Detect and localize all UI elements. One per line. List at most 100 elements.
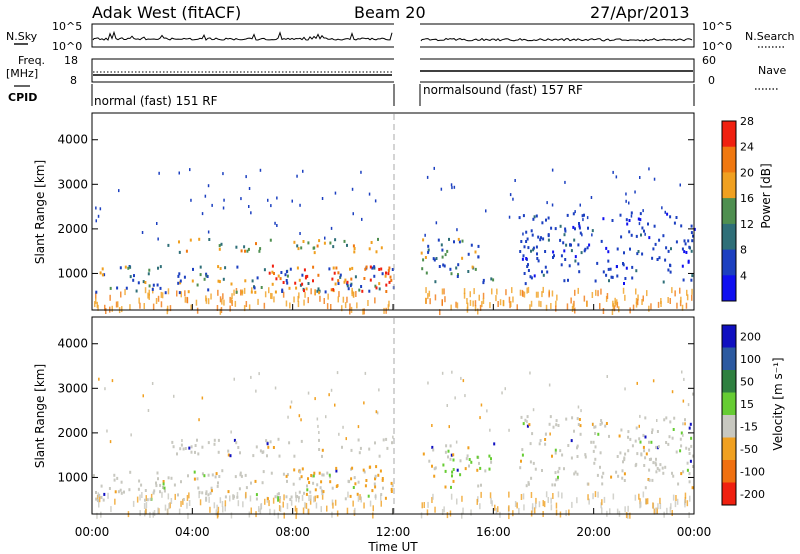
freq-tick-bottom: 8 [70, 74, 77, 87]
data-cell [272, 497, 275, 504]
data-cell [273, 296, 275, 303]
data-cell [631, 276, 634, 280]
data-cell [687, 403, 690, 407]
data-cell [346, 284, 349, 288]
data-cell [137, 487, 140, 491]
colorbar-swatch [722, 347, 736, 371]
data-cell [217, 265, 220, 269]
data-cell [194, 450, 196, 454]
data-cell [548, 291, 550, 298]
data-cell [624, 452, 627, 456]
data-cell [435, 221, 438, 225]
data-cell [609, 267, 612, 271]
data-cell [241, 290, 244, 294]
data-cell [534, 507, 536, 514]
data-cell [194, 444, 197, 447]
data-cell [95, 297, 97, 304]
data-cell [358, 288, 361, 292]
data-cell [133, 274, 135, 278]
data-cell [338, 291, 340, 298]
data-cell [679, 300, 682, 307]
data-cell [599, 451, 602, 455]
data-cell [509, 193, 512, 197]
data-cell [254, 290, 257, 294]
data-cell [280, 271, 283, 274]
data-cell [552, 493, 554, 499]
data-cell [255, 493, 258, 497]
data-cell [552, 256, 554, 259]
data-cell [586, 216, 589, 220]
data-cell [306, 274, 309, 278]
data-cell [193, 470, 196, 474]
data-cell [582, 218, 584, 222]
data-cell [574, 259, 577, 263]
data-cell [337, 282, 340, 285]
data-cell [184, 447, 187, 450]
data-cell [631, 265, 634, 269]
data-cell [519, 289, 522, 296]
data-cell [519, 250, 522, 253]
data-cell [691, 486, 694, 490]
data-cell [321, 473, 324, 477]
data-cell [195, 299, 198, 306]
data-cell [522, 254, 525, 258]
data-cell [268, 500, 270, 507]
data-cell [484, 469, 487, 473]
data-cell [237, 446, 240, 449]
data-cell [390, 481, 393, 485]
data-cell [268, 287, 270, 294]
data-cell [527, 286, 530, 293]
data-cell [324, 290, 327, 294]
data-cell [461, 512, 463, 519]
data-cell [382, 486, 384, 490]
data-cell [636, 299, 639, 306]
data-cell [352, 486, 355, 489]
data-cell [551, 290, 554, 297]
data-cell [312, 474, 315, 478]
data-cell [182, 498, 185, 501]
power-colorbar-label: Power [dB] [759, 163, 773, 228]
data-cell [432, 493, 434, 500]
data-cell [250, 481, 252, 485]
data-cell [682, 422, 684, 426]
data-cell [104, 304, 106, 311]
data-cell [555, 509, 558, 516]
data-cell [466, 298, 468, 304]
data-cell [622, 460, 624, 464]
data-cell [648, 236, 651, 240]
data-cell [351, 187, 354, 191]
data-cell [101, 267, 104, 271]
data-cell [572, 225, 575, 229]
data-cell [450, 304, 452, 311]
data-cell [434, 280, 437, 284]
data-cell [318, 431, 320, 434]
data-cell [604, 424, 607, 428]
data-cell [217, 279, 220, 283]
date-title: 27/Apr/2013 [590, 3, 690, 22]
data-cell [605, 295, 608, 302]
data-cell [178, 508, 181, 515]
velocity-colorbar-label: Velocity [m s⁻¹] [771, 357, 785, 450]
data-cell [480, 483, 482, 487]
data-cell [157, 477, 159, 481]
data-cell [476, 468, 479, 472]
data-cell [198, 237, 201, 241]
data-cell [277, 512, 279, 519]
data-cell [219, 296, 222, 303]
data-cell [526, 237, 529, 241]
data-cell [139, 494, 141, 501]
data-cell [213, 502, 216, 509]
data-cell [256, 276, 259, 280]
data-cell [537, 291, 539, 298]
data-cell [674, 290, 676, 297]
data-cell [307, 477, 309, 481]
x-tick-label: 00:00 [75, 525, 110, 539]
data-cell [259, 508, 262, 515]
data-cell [422, 258, 425, 262]
data-cell [185, 249, 188, 253]
data-cell [615, 265, 618, 269]
data-cell [420, 512, 423, 519]
data-cell [301, 494, 304, 501]
data-cell [576, 417, 579, 421]
data-cell [283, 512, 285, 519]
